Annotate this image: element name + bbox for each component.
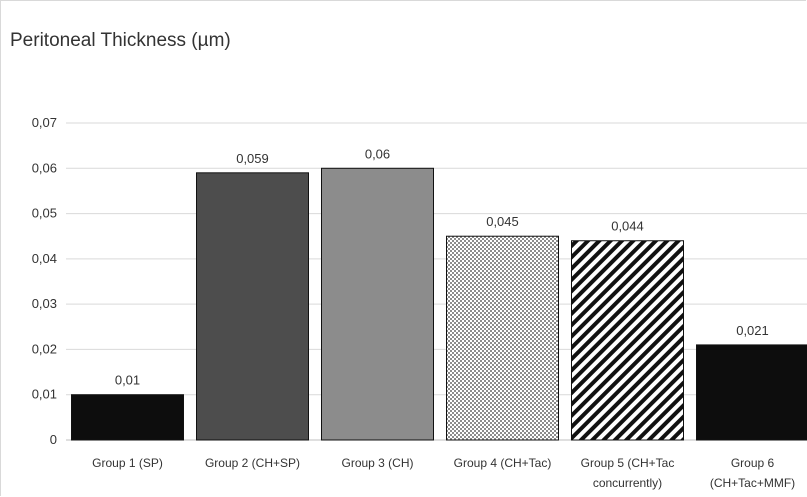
- y-tick-label: 0,03: [32, 296, 57, 311]
- data-label: 0,01: [115, 373, 140, 388]
- x-tick-label-line: Group 4 (CH+Tac): [454, 456, 552, 470]
- x-tick-label-line: Group 2 (CH+SP): [205, 456, 300, 470]
- x-tick-label-line: Group 1 (SP): [92, 456, 163, 470]
- x-tick-label-line: (CH+Tac+MMF): [710, 476, 795, 490]
- x-tick-label: Group 5 (CH+Tac concurrently): [581, 456, 675, 490]
- data-label: 0,021: [736, 323, 769, 338]
- y-tick-label: 0,06: [32, 160, 57, 175]
- x-tick-label: Group 3 (CH): [341, 456, 413, 470]
- bar: [71, 394, 184, 441]
- bar: [196, 172, 309, 441]
- x-tick-label: Group 6 (CH+Tac+MMF): [710, 456, 795, 490]
- y-tick-label: 0,05: [32, 206, 57, 221]
- x-tick-label-line: Group 6: [731, 456, 775, 470]
- bar: [446, 235, 559, 441]
- x-tick-label-line: Group 3 (CH): [341, 456, 413, 470]
- x-tick-label: Group 4 (CH+Tac): [454, 456, 552, 470]
- y-tick-label: 0,04: [32, 251, 57, 266]
- data-label: 0,059: [236, 151, 269, 166]
- bar: [571, 240, 684, 441]
- chart-title: Peritoneal Thickness (µm): [10, 30, 231, 51]
- bar: [696, 344, 807, 441]
- y-tick-label: 0: [50, 432, 57, 447]
- data-label: 0,06: [365, 146, 390, 161]
- bar: [321, 167, 434, 441]
- data-label: 0,044: [611, 219, 644, 234]
- data-label: 0,045: [486, 214, 519, 229]
- x-tick-label: Group 1 (SP): [92, 456, 163, 470]
- y-tick-label: 0,01: [32, 387, 57, 402]
- x-tick-label-line: Group 5 (CH+Tac: [581, 456, 675, 470]
- x-tick-label-line: concurrently): [593, 476, 662, 490]
- y-tick-label: 0,07: [32, 115, 57, 130]
- y-tick-label: 0,02: [32, 341, 57, 356]
- x-tick-label: Group 2 (CH+SP): [205, 456, 300, 470]
